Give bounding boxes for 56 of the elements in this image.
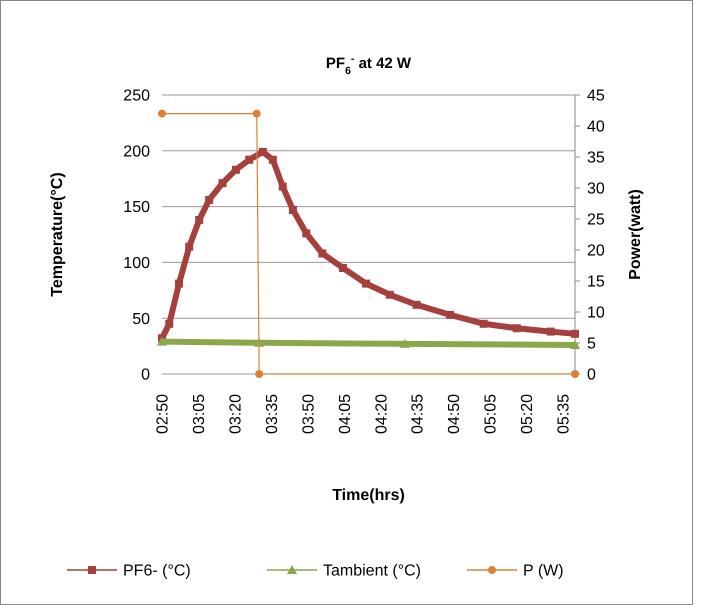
y2-tick-label: 20	[587, 242, 605, 260]
y-tick-label: 50	[132, 310, 150, 328]
point	[400, 338, 410, 348]
legend-label: Tambient (°C)	[323, 562, 421, 580]
point	[245, 156, 254, 164]
x-tick-label: 03:05	[191, 394, 208, 434]
y2-axis-title: Power(watt)	[627, 189, 644, 280]
point	[318, 249, 326, 258]
point	[278, 182, 287, 191]
legend-label: PF6- (°C)	[123, 562, 191, 580]
point	[288, 206, 297, 214]
y2-tick-label: 5	[587, 336, 596, 353]
x-axis-title: Time(hrs)	[332, 487, 405, 504]
chart-title: PF$_{6}$$^{-}$ at 42 W	[326, 53, 412, 77]
legend-label: P (W)	[523, 562, 564, 580]
x-tick-label: 04:50	[446, 394, 464, 434]
y2-tick-label: 0	[587, 366, 596, 384]
point	[571, 330, 579, 338]
point	[570, 340, 580, 349]
y2-tick-label: 40	[587, 118, 605, 136]
point	[157, 336, 167, 346]
x-tick-label: 05:35	[555, 394, 572, 434]
point	[412, 300, 421, 309]
y2-tick-label: 30	[587, 180, 605, 198]
y-tick-label: 250	[123, 88, 150, 105]
x-tick-label: 04:35	[410, 394, 427, 434]
x-tick-label: 05:20	[519, 394, 536, 434]
x-tick-label: 03:35	[264, 394, 281, 434]
y-tick-label: 200	[123, 143, 150, 160]
y-tick-label: 100	[123, 255, 150, 272]
point	[205, 196, 214, 204]
point	[268, 156, 277, 164]
x-tick-label: 03:20	[227, 394, 244, 434]
point	[232, 166, 240, 174]
point	[195, 216, 204, 224]
y2-tick-label: 15	[587, 274, 605, 291]
x-tick-label: 02:50	[154, 394, 172, 434]
x-tick-label: 04:20	[373, 394, 390, 434]
point	[218, 179, 226, 188]
y-tick-label: 0	[141, 366, 150, 384]
point	[302, 229, 310, 238]
point	[362, 280, 370, 288]
x-tick-label: 03:50	[300, 394, 318, 434]
y2-tick-label: 35	[587, 150, 605, 167]
y2-tick-label: 25	[587, 212, 605, 229]
x-tick-label: 04:05	[336, 394, 354, 434]
point	[338, 264, 347, 272]
y-axis-title: Temperature(°C)	[49, 172, 66, 297]
point	[386, 290, 394, 299]
x-tick-label: 05:05	[482, 394, 500, 434]
point	[165, 320, 174, 328]
point	[258, 148, 267, 156]
y2-tick-label: 45	[587, 88, 605, 105]
point	[185, 242, 194, 251]
y2-tick-label: 10	[587, 304, 605, 322]
y-tick-label: 150	[123, 199, 150, 216]
